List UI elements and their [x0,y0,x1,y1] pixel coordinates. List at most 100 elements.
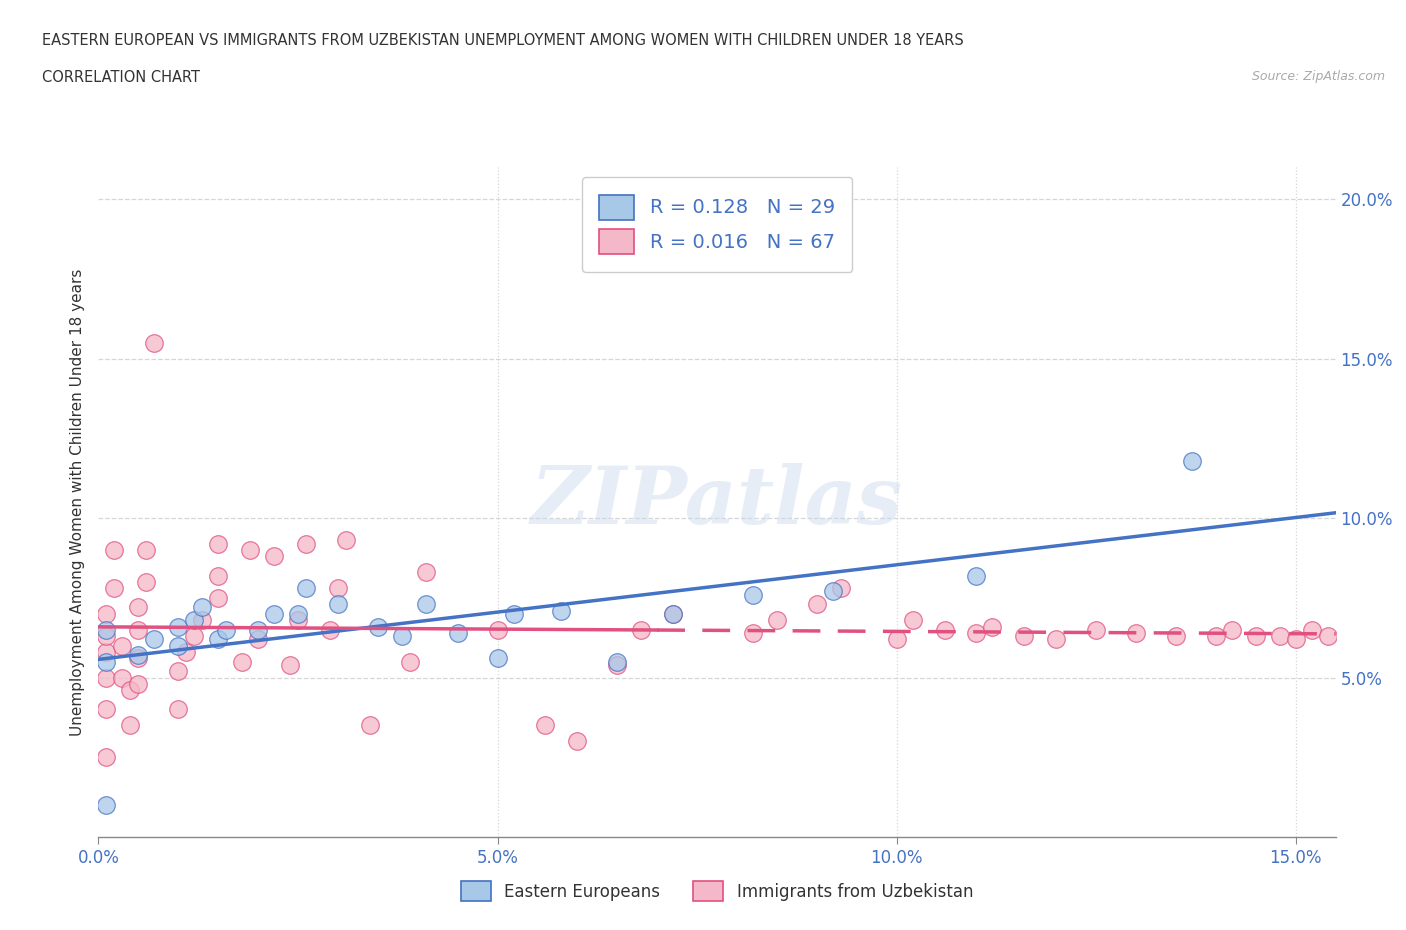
Point [207,537,229,551]
Point [742,587,765,602]
Point [96,671,118,685]
Point [167,638,190,653]
Point [806,597,828,612]
Point [1125,626,1147,641]
Text: CORRELATION CHART: CORRELATION CHART [42,70,200,85]
Point [502,606,524,621]
Point [1220,622,1243,637]
Point [934,622,956,637]
Point [96,606,118,621]
Point [143,336,166,351]
Point [207,591,229,605]
Point [1085,622,1108,637]
Point [662,606,685,621]
Point [662,606,685,621]
Point [534,718,557,733]
Point [367,619,389,634]
Point [1164,629,1187,644]
Point [326,581,349,596]
Point [981,619,1004,634]
Point [486,651,509,666]
Point [127,600,149,615]
Point [415,597,437,612]
Point [446,626,468,641]
Point [1301,622,1323,637]
Point [830,581,852,596]
Point [606,658,628,672]
Point [398,654,420,669]
Point [278,658,301,672]
Point [183,613,205,628]
Point [207,631,229,646]
Point [103,581,125,596]
Point [167,702,190,717]
Point [415,565,437,579]
Point [96,644,118,659]
Point [96,654,118,669]
Point [1181,453,1204,468]
Point [742,626,765,641]
Text: ZIPatlas: ZIPatlas [531,463,903,541]
Point [127,648,149,663]
Point [1316,629,1339,644]
Point [103,542,125,557]
Point [335,533,357,548]
Point [287,606,309,621]
Point [191,600,214,615]
Point [550,604,572,618]
Point [96,750,118,764]
Point [191,613,214,628]
Point [143,631,166,646]
Point [567,734,589,749]
Point [1285,631,1308,646]
Point [901,613,924,628]
Point [120,683,142,698]
Point [1045,631,1067,646]
Point [96,622,118,637]
Point [96,798,118,813]
Point [231,654,253,669]
Point [295,581,318,596]
Point [207,568,229,583]
Point [391,629,413,644]
Point [263,606,285,621]
Point [111,671,134,685]
Point [247,631,270,646]
Y-axis label: Unemployment Among Women with Children Under 18 years: Unemployment Among Women with Children U… [70,269,86,736]
Point [96,702,118,717]
Point [1268,629,1291,644]
Point [167,619,190,634]
Point [886,631,908,646]
Point [821,584,844,599]
Point [120,718,142,733]
Point [111,638,134,653]
Point [96,629,118,644]
Point [326,597,349,612]
Point [295,537,318,551]
Point [127,622,149,637]
Point [966,626,988,641]
Point [239,542,262,557]
Point [766,613,789,628]
Point [486,622,509,637]
Point [174,644,197,659]
Text: EASTERN EUROPEAN VS IMMIGRANTS FROM UZBEKISTAN UNEMPLOYMENT AMONG WOMEN WITH CHI: EASTERN EUROPEAN VS IMMIGRANTS FROM UZBE… [42,33,965,47]
Point [319,622,342,637]
Point [359,718,381,733]
Point [183,629,205,644]
Point [127,651,149,666]
Point [630,622,652,637]
Point [966,568,988,583]
Point [135,542,157,557]
Point [1205,629,1227,644]
Point [1244,629,1267,644]
Point [135,575,157,590]
Point [263,549,285,564]
Point [606,654,628,669]
Point [167,664,190,679]
Point [127,676,149,691]
Point [1014,629,1036,644]
Point [287,613,309,628]
Point [247,622,270,637]
Text: Source: ZipAtlas.com: Source: ZipAtlas.com [1251,70,1385,83]
